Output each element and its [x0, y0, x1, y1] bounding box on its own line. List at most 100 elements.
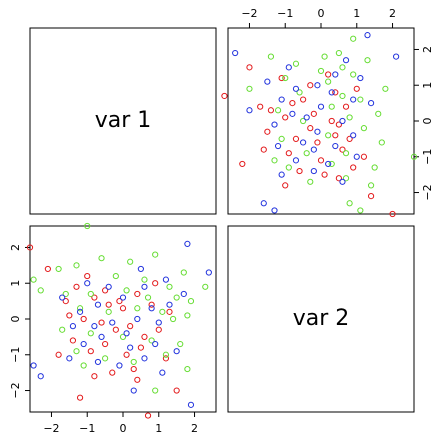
- scatter-point-red: [289, 100, 296, 107]
- scatter-point-red: [260, 146, 267, 153]
- scatter-point-red: [76, 394, 84, 401]
- scatter-point-blue: [91, 323, 98, 330]
- scatter-point-blue: [130, 387, 137, 394]
- scatter-point-blue: [364, 32, 371, 39]
- scatter-point-green: [184, 365, 191, 373]
- scatter-point-blue: [328, 89, 335, 96]
- scatter-point-blue: [155, 319, 162, 326]
- left-axis: −2 −1 0 1 2: [9, 244, 31, 399]
- scatter-point-red: [62, 298, 69, 305]
- top-axis-tick-label: 2: [389, 7, 396, 20]
- scatter-point-red: [91, 373, 98, 380]
- scatter-point-green: [87, 290, 94, 298]
- scatter-point-blue: [162, 276, 170, 283]
- right-axis-tick-label: 1: [421, 82, 434, 89]
- scatter-point-blue: [271, 207, 278, 214]
- scatter-point-red: [246, 64, 253, 71]
- scatter-point-blue: [339, 117, 346, 125]
- scatter-point-red: [91, 294, 98, 301]
- scatter-point-green: [328, 160, 335, 168]
- scatter-point-red: [282, 182, 289, 189]
- scatter-point-blue: [289, 110, 296, 117]
- scatter-point-blue: [260, 200, 267, 207]
- scatter-point-red: [350, 164, 357, 171]
- scatter-point-blue: [393, 53, 400, 60]
- scatter-point-red: [173, 387, 180, 394]
- scatter-point-green: [187, 298, 195, 305]
- scatter-point-blue: [37, 373, 44, 380]
- scatter-point-green: [346, 200, 353, 207]
- scatter-point-blue: [141, 355, 148, 362]
- scatter-point-green: [37, 287, 44, 294]
- scatter-point-blue: [357, 74, 364, 82]
- scatter-point-green: [102, 355, 109, 362]
- scatter-point-green: [375, 110, 382, 117]
- scatter-point-blue: [339, 178, 346, 185]
- scatter-point-blue: [274, 142, 282, 150]
- scatter-point-red: [307, 82, 314, 89]
- scatter-point-green: [119, 333, 127, 340]
- scatter-point-green: [321, 53, 328, 60]
- scatter-point-blue: [80, 340, 87, 348]
- scatter-point-green: [202, 283, 209, 290]
- scatter-point-green: [246, 85, 253, 92]
- scatter-point-blue: [317, 103, 325, 110]
- scatter-point-red: [44, 265, 51, 273]
- scatter-point-blue: [205, 269, 212, 276]
- scatter-point-red: [296, 167, 303, 175]
- scatter-point-red: [282, 114, 289, 121]
- points-var2-vs-var1: [26, 222, 212, 419]
- scatter-point-red: [335, 175, 342, 182]
- scatter-point-blue: [76, 308, 84, 315]
- scatter-point-red: [335, 121, 342, 128]
- scatter-point-blue: [292, 157, 300, 164]
- scatter-point-green: [148, 337, 155, 344]
- bottom-axis: −2 −1 0 1 2: [43, 411, 198, 435]
- scatter-point-red: [144, 412, 152, 419]
- scatter-point-green: [292, 60, 300, 67]
- scatter-point-red: [119, 305, 127, 312]
- scatter-point-green: [285, 164, 292, 171]
- scatter-point-red: [328, 117, 335, 125]
- scatter-point-green: [173, 294, 180, 301]
- scatter-point-green: [127, 258, 134, 265]
- scatter-point-red: [267, 107, 275, 114]
- scatter-point-green: [307, 178, 314, 185]
- scatter-point-red: [332, 89, 339, 96]
- scatter-point-green: [267, 53, 275, 60]
- scatter-point-red: [346, 135, 353, 142]
- left-axis-tick-label: −1: [9, 347, 22, 363]
- scatter-point-red: [134, 376, 141, 383]
- scatter-point-green: [84, 222, 91, 230]
- scatter-point-red: [353, 85, 360, 92]
- scatter-point-green: [162, 351, 170, 358]
- scatter-point-blue: [123, 330, 130, 337]
- top-axis-tick-label: −2: [241, 7, 257, 20]
- scatter-point-green: [76, 305, 84, 312]
- left-axis-tick-label: −2: [9, 382, 22, 398]
- scatter-point-blue: [127, 344, 134, 351]
- scatter-point-green: [80, 362, 87, 369]
- scatter-point-green: [73, 348, 80, 355]
- scatter-point-blue: [98, 333, 105, 340]
- scatter-point-green: [278, 135, 285, 142]
- left-axis-tick-label: 0: [9, 316, 22, 323]
- scatter-point-red: [152, 280, 159, 287]
- points-var1-vs-var2: [221, 32, 418, 218]
- scatter-point-green: [73, 262, 80, 269]
- scatter-point-green: [339, 64, 346, 71]
- scatter-point-blue: [180, 290, 187, 298]
- scatter-point-green: [152, 387, 159, 394]
- panel-bottom-right-frame: [227, 225, 415, 413]
- scatter-point-red: [264, 128, 271, 135]
- scatter-point-green: [177, 340, 184, 348]
- scatter-point-red: [314, 139, 321, 146]
- scatter-point-red: [98, 319, 105, 326]
- scatter-point-blue: [116, 362, 123, 369]
- scatter-point-red: [166, 308, 173, 315]
- scatter-point-green: [184, 312, 191, 319]
- scatter-point-red: [105, 301, 112, 308]
- scatter-point-red: [342, 103, 350, 110]
- scatter-point-green: [144, 294, 152, 301]
